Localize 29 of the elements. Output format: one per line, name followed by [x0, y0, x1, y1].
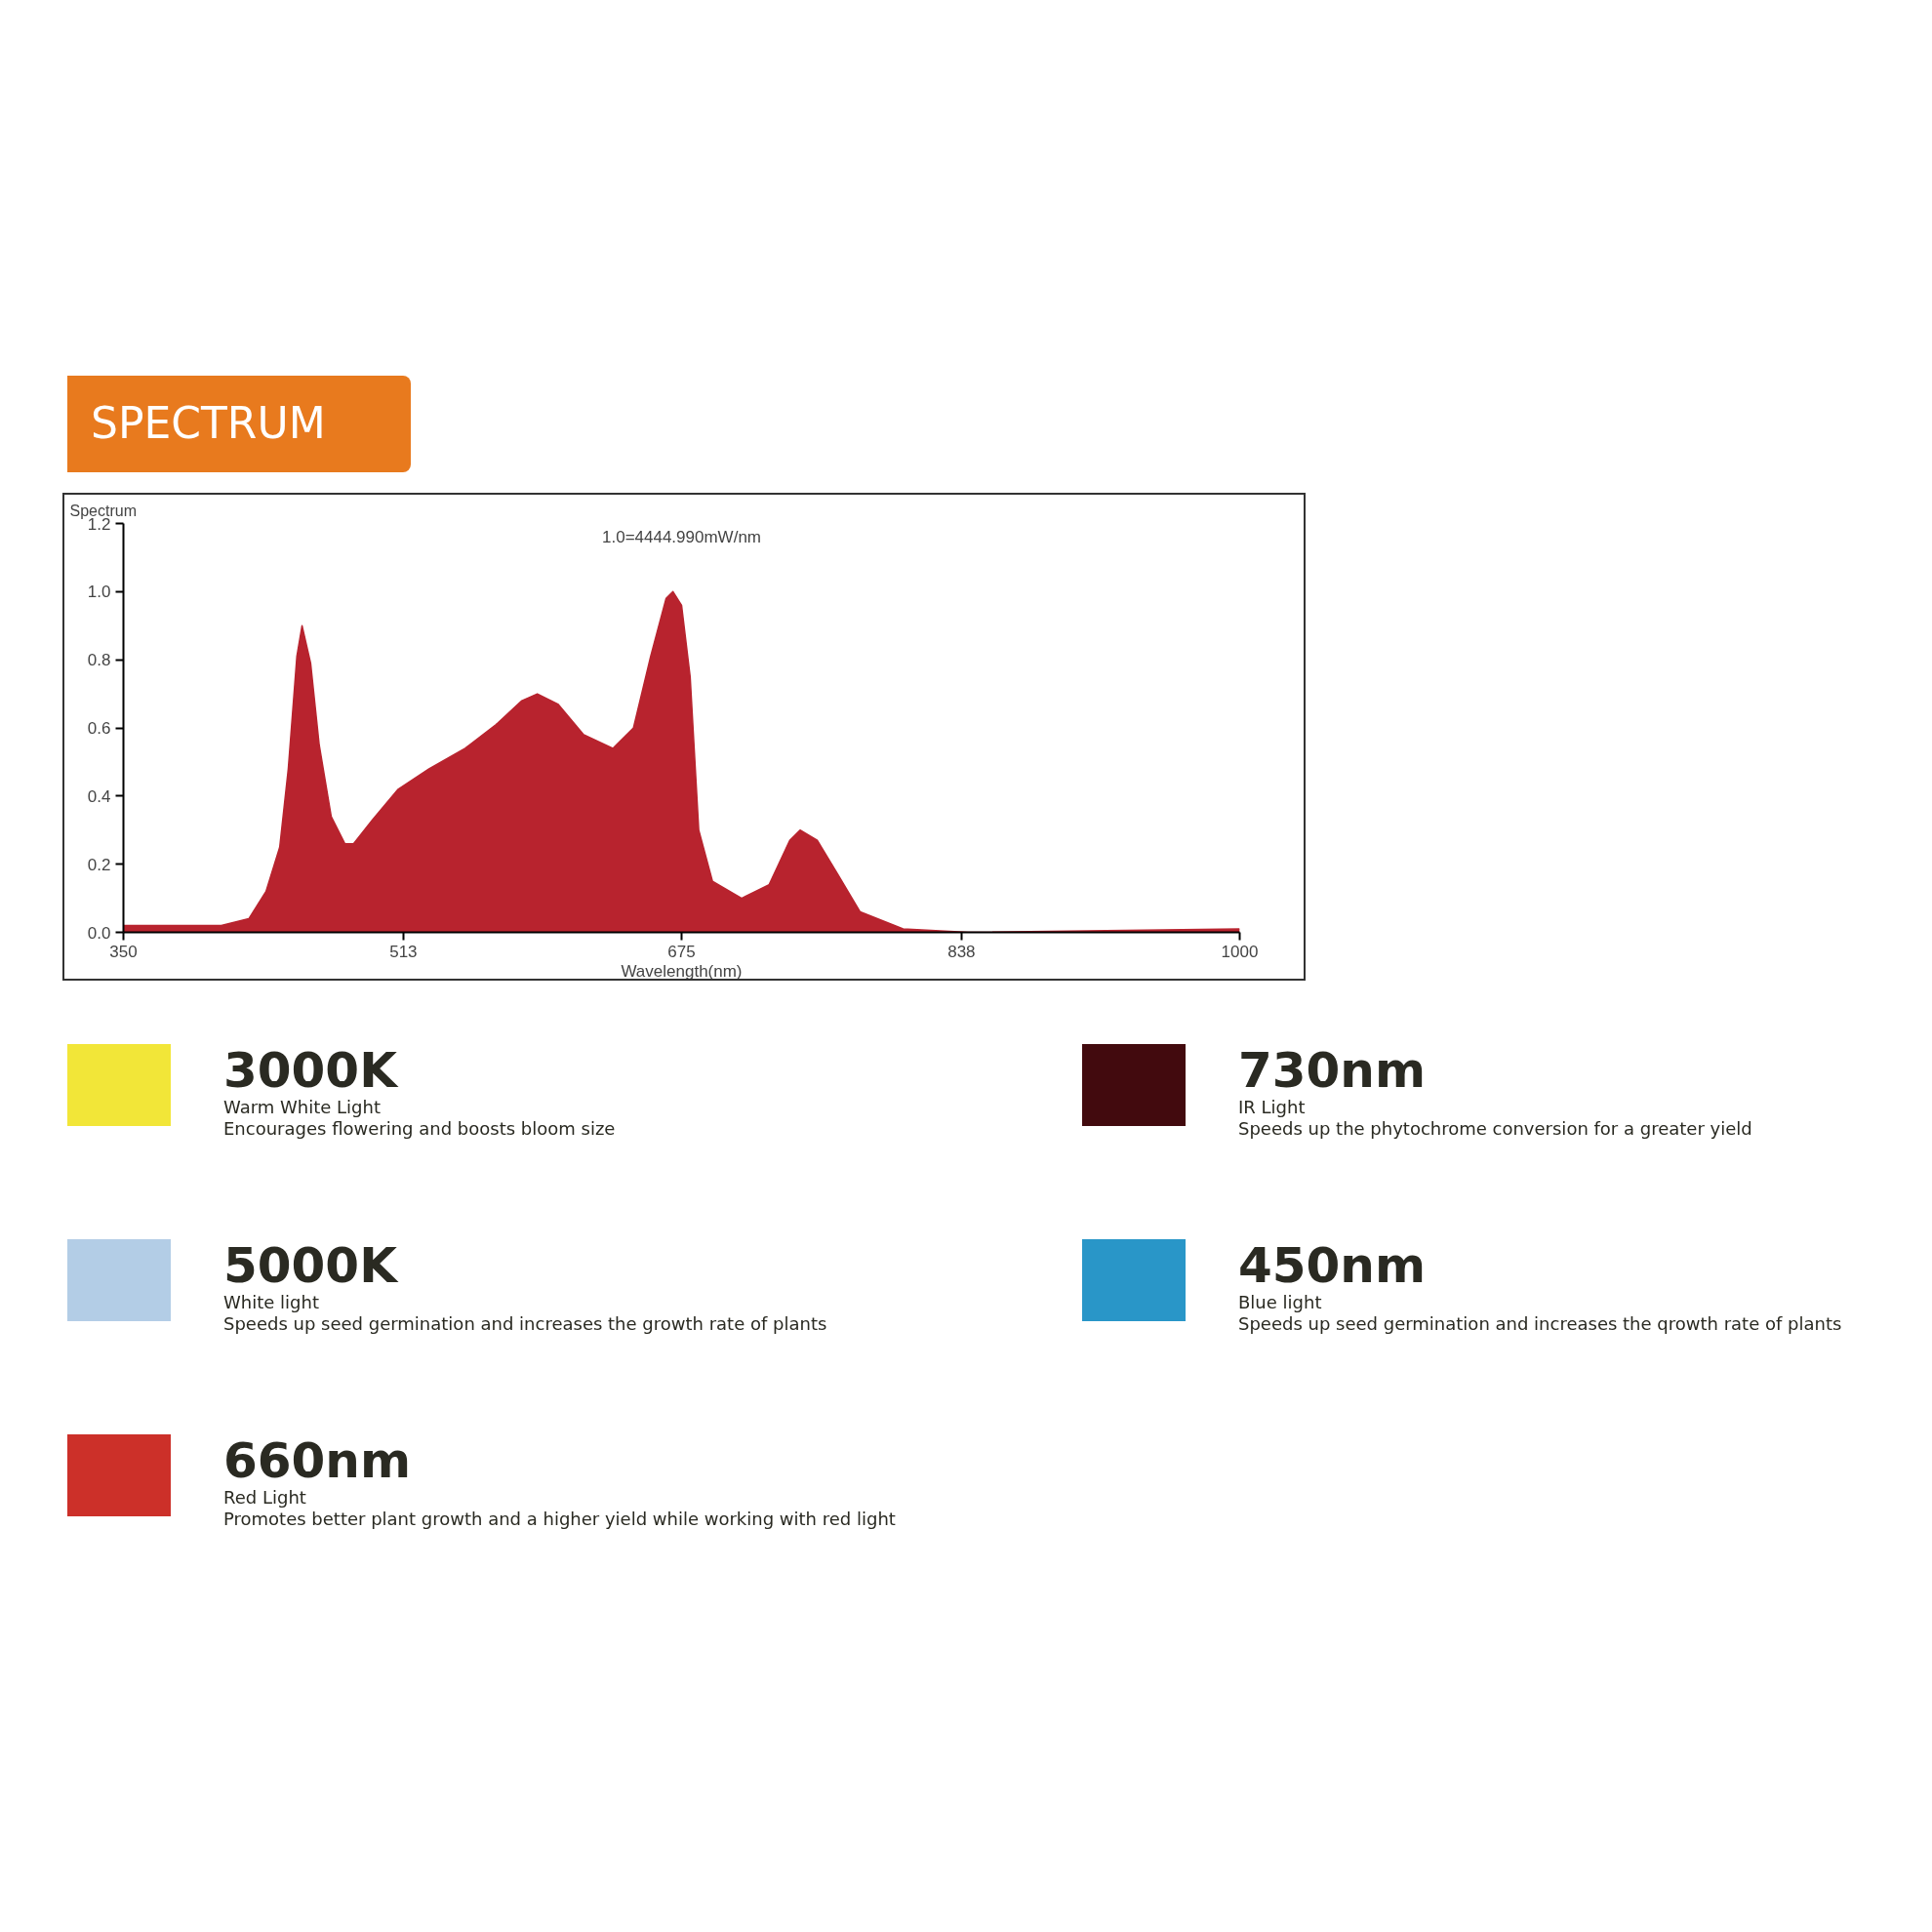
x-tick-label: 513	[389, 942, 418, 961]
y-tick-label: 0.4	[87, 786, 111, 806]
text: 3000K	[223, 1042, 399, 1099]
text: Promotes better plant growth and a higher yield while working with red light	[223, 1508, 896, 1529]
x-tick-label: 350	[109, 942, 138, 961]
text: Speeds up seed germination and increases the qrowth rate of plants	[1238, 1312, 1842, 1334]
text: Encourages flowering and boosts bloom size	[223, 1117, 616, 1139]
y-axis-title: Spectrum	[69, 502, 137, 519]
x-tick-label: 838	[947, 942, 976, 961]
text: White light	[223, 1292, 320, 1312]
y-tick-label: 0.8	[87, 651, 111, 670]
annotation: 1.0=4444.990mW/nm	[601, 527, 762, 546]
y-tick-label: 0.6	[87, 719, 111, 738]
x-tick-label: 1000	[1221, 942, 1259, 961]
text: Speeds up seed germination and increases the growth rate of plants	[223, 1312, 827, 1334]
text: IR Light	[1238, 1097, 1307, 1117]
text: 730nm	[1238, 1042, 1428, 1099]
text: 450nm	[1238, 1237, 1428, 1294]
text: 660nm	[223, 1432, 413, 1489]
text: Red Light	[223, 1487, 307, 1508]
chart-title: SPECTRUM	[67, 376, 411, 472]
text: 5000K	[223, 1237, 399, 1294]
y-tick-label: 0.2	[87, 855, 111, 874]
y-tick-label: 0.0	[87, 923, 111, 943]
y-tick-label: 1.0	[87, 583, 111, 602]
x-tick-label: 675	[667, 942, 696, 961]
text: Blue light	[1238, 1292, 1323, 1312]
text: Speeds up the phytochrome conversion for a greater yield	[1238, 1117, 1752, 1139]
text: Warm White Light	[223, 1097, 382, 1117]
